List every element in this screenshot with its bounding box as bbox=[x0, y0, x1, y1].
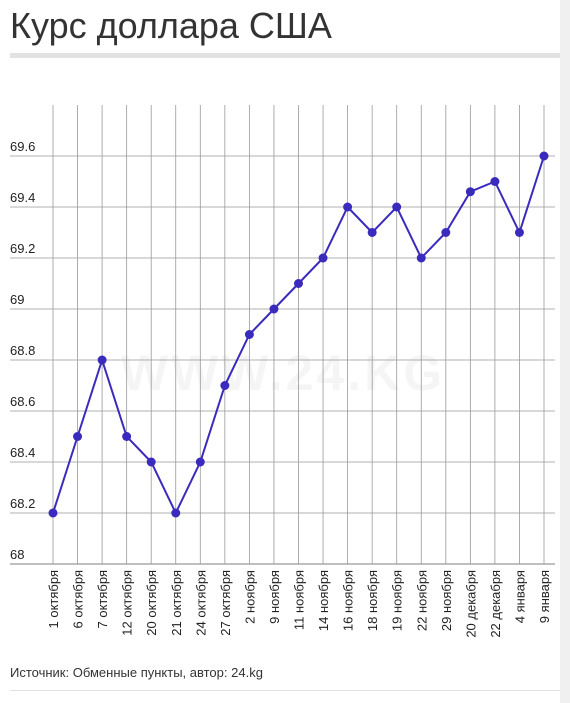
data-point bbox=[220, 381, 230, 390]
footer-divider bbox=[10, 690, 560, 691]
data-point bbox=[392, 202, 402, 212]
data-point bbox=[465, 187, 475, 197]
y-tick-label: 68.4 bbox=[10, 445, 35, 460]
page-title: Курс доллара США bbox=[10, 5, 332, 46]
y-tick-label: 68.8 bbox=[10, 343, 35, 358]
line-chart: WWW.24.KG 6868.268.468.668.86969.269.469… bbox=[10, 105, 555, 638]
x-tick-label: 19 ноября bbox=[390, 570, 405, 631]
x-tick-label: 22 ноября bbox=[414, 570, 429, 631]
x-tick-label: 12 октября bbox=[120, 570, 135, 636]
data-point bbox=[343, 202, 353, 212]
data-point bbox=[514, 228, 524, 237]
data-point bbox=[539, 151, 549, 161]
data-point bbox=[122, 432, 132, 441]
x-tick-label: 9 января bbox=[537, 570, 552, 623]
data-point bbox=[269, 304, 279, 314]
data-point bbox=[294, 279, 303, 288]
y-tick-label: 69.4 bbox=[10, 190, 35, 205]
y-tick-label: 68 bbox=[10, 547, 24, 562]
x-tick-label: 20 октября bbox=[144, 570, 159, 636]
y-tick-label: 69.2 bbox=[10, 241, 35, 256]
x-tick-label: 22 декабря bbox=[488, 570, 503, 638]
x-tick-label: 2 ноября bbox=[242, 570, 257, 624]
data-point bbox=[171, 508, 181, 518]
x-tick-label: 6 октября bbox=[71, 570, 86, 628]
x-tick-label: 16 ноября bbox=[341, 570, 356, 631]
y-tick-label: 69 bbox=[10, 292, 24, 307]
data-point bbox=[416, 253, 426, 263]
x-tick-label: 21 октября bbox=[169, 570, 184, 636]
y-tick-label: 68.2 bbox=[10, 496, 35, 511]
data-point bbox=[244, 330, 254, 339]
x-tick-label: 27 октября bbox=[218, 570, 233, 636]
data-point bbox=[318, 253, 328, 263]
y-tick-label: 68.6 bbox=[10, 394, 35, 409]
x-tick-label: 14 ноября bbox=[316, 570, 331, 631]
x-tick-label: 24 октября bbox=[193, 570, 208, 636]
x-tick-label: 9 ноября bbox=[267, 570, 282, 624]
data-point bbox=[73, 432, 83, 441]
y-tick-label: 69.6 bbox=[10, 139, 35, 154]
data-point bbox=[195, 457, 205, 467]
data-point bbox=[441, 228, 451, 237]
x-tick-label: 29 ноября bbox=[439, 570, 454, 631]
data-point bbox=[367, 228, 377, 237]
x-tick-label: 4 января bbox=[512, 570, 527, 623]
data-point bbox=[48, 508, 58, 518]
data-point bbox=[97, 355, 107, 365]
x-tick-label: 18 ноября bbox=[365, 570, 380, 631]
data-point bbox=[490, 177, 500, 186]
data-point bbox=[146, 457, 156, 467]
x-tick-label: 1 октября bbox=[46, 570, 61, 628]
x-tick-label: 20 декабря bbox=[463, 570, 478, 638]
x-tick-label: 11 ноября bbox=[292, 570, 307, 630]
x-tick-label: 7 октября bbox=[95, 570, 110, 628]
source-note: Источник: Обменные пункты, автор: 24.kg bbox=[10, 665, 263, 680]
title-divider bbox=[10, 53, 560, 58]
